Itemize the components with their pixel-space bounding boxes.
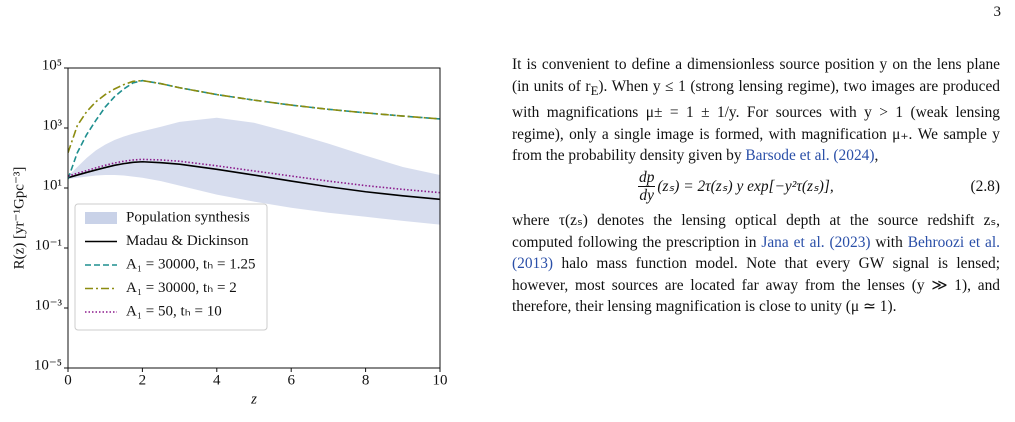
y-axis-label: R(z) [yr⁻¹Gpc⁻³] [11, 167, 27, 270]
numerator: dp [638, 169, 656, 188]
equation-number: (2.8) [970, 177, 1001, 195]
subscript: E [590, 83, 599, 98]
text-run: ). When y ≤ 1 (strong lensing regime), t… [512, 77, 1000, 165]
legend-swatch [85, 212, 117, 224]
equation-rest: (zₛ) = 2τ(zₛ) y exp[−y²τ(zₛ)], [657, 177, 834, 195]
equation: dp dy (zₛ) = 2τ(zₛ) y exp[−y²τ(zₛ)], (2.8… [512, 169, 1000, 204]
chart: 0 2 4 6 8 10 10⁻⁵ 10⁻³ 10⁻¹ 10¹ 10³ 10⁵ z R(z) [yr⁻¹G… [11, 57, 448, 407]
fraction: dp dy [638, 169, 656, 205]
text-column: It is convenient to define a dimensionle… [512, 54, 1000, 318]
y-tick-label: 10⁵ [42, 57, 62, 73]
x-tick-label: 10 [433, 372, 448, 388]
text-run: halo mass function model. Note that ever… [512, 255, 1000, 316]
x-tick-label: 2 [139, 372, 147, 388]
text-run: , [874, 147, 879, 165]
x-tick-label: 4 [213, 372, 221, 388]
legend-box [74, 203, 268, 331]
page-number: 3 [993, 4, 1002, 20]
y-tick-label: 10³ [43, 117, 63, 133]
equation-body: dp dy (zₛ) = 2τ(zₛ) y exp[−y²τ(zₛ)], [638, 169, 834, 204]
axes-frame [67, 67, 441, 369]
x-tick-label: 8 [362, 372, 370, 388]
x-tick-label: 0 [64, 372, 72, 388]
text-run: with [870, 233, 908, 251]
text-run: It is convenient to define a dimensionle… [512, 56, 1000, 95]
x-axis-label: z [250, 391, 257, 407]
legend-label: A₁ = 50, tₕ = 10 [126, 303, 222, 319]
citation: Behroozi et al. (2013) [512, 233, 1000, 273]
paragraph: It is convenient to define a dimensionle… [512, 54, 1000, 167]
y-tick-label: 10⁻⁵ [34, 357, 62, 373]
line-series [68, 79, 440, 180]
x-tick-label: 6 [287, 372, 295, 388]
denominator: dy [639, 187, 654, 205]
y-tick-label: 10⁻³ [35, 297, 63, 313]
text-run: where τ(zₛ) denotes the lensing optical … [512, 212, 1000, 251]
line-series [68, 158, 440, 194]
legend-label: A₁ = 30000, tₕ = 2 [126, 280, 237, 296]
band [68, 117, 440, 225]
legend-label: Population synthesis [126, 209, 250, 225]
citation: Jana et al. (2023) [761, 233, 871, 251]
legend-label: A₁ = 30000, tₕ = 1.25 [126, 256, 255, 272]
citation: Barsode et al. (2024) [745, 147, 875, 165]
paragraph: where τ(zₛ) denotes the lensing optical … [512, 210, 1000, 318]
line-series [68, 160, 440, 201]
y-tick-label: 10⁻¹ [35, 237, 62, 253]
y-tick-label: 10¹ [43, 177, 63, 193]
line-series [68, 79, 440, 153]
legend-label: Madau & Dickinson [126, 233, 249, 249]
plot-area [68, 79, 440, 225]
